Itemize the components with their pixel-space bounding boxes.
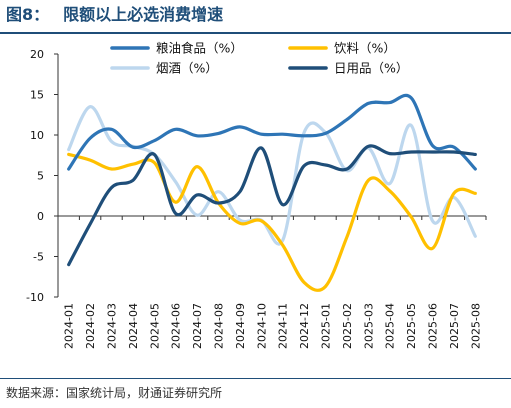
legend: 粮油食品（%） 饮料（%） 烟酒（%） 日用品（%） <box>110 41 408 76</box>
figure-title-text: 限额以上必选消费增速 <box>63 5 224 24</box>
title-rule <box>0 32 511 34</box>
x-tick-label: 2024-12 <box>298 303 311 349</box>
x-tick-label: 2024-10 <box>255 303 268 349</box>
x-tick-label: 2025-07 <box>448 303 461 349</box>
series-line-beverage <box>67 152 477 292</box>
legend-item-beverage: 饮料（%） <box>288 41 396 56</box>
x-tick-label: 2024-07 <box>191 303 204 349</box>
legend-item-daily-necessities: 日用品（%） <box>288 61 408 76</box>
figure-number: 图8： <box>6 5 50 24</box>
legend-label: 粮油食品（%） <box>156 41 243 56</box>
chart-container: -10 -5 0 5 10 15 20 2024-01 2024-02 2024-03 2024-0… <box>0 34 511 374</box>
source-note: 数据来源：国家统计局，财通证券研究所 <box>6 386 223 400</box>
x-tick-label: 2024-01 <box>63 303 76 349</box>
x-tick-label: 2025-03 <box>362 303 375 349</box>
x-tick-label: 2024-06 <box>170 303 183 349</box>
y-tick-label: 20 <box>30 48 44 61</box>
y-tick-label: -10 <box>26 291 44 304</box>
legend-item-tobacco-liquor: 烟酒（%） <box>110 61 218 76</box>
x-tick-label: 2025-04 <box>384 303 397 349</box>
x-tick-label: 2024-09 <box>234 303 247 349</box>
x-tick-label: 2024-05 <box>148 303 161 349</box>
x-tick-label: 2025-08 <box>469 303 482 349</box>
x-tick-label: 2024-04 <box>127 303 140 349</box>
legend-label: 饮料（%） <box>334 41 396 56</box>
y-tick-label: 0 <box>37 210 44 223</box>
y-tick-label: -5 <box>33 251 44 264</box>
figure-title: 图8： 限额以上必选消费增速 <box>6 2 223 28</box>
y-tick-label: 5 <box>37 170 44 183</box>
axes: -10 -5 0 5 10 15 20 2024-01 2024-02 2024-03 2024-0… <box>26 48 487 349</box>
series-line-grain-oil-food <box>67 93 477 171</box>
series-layer <box>67 93 477 292</box>
y-tick-label: 15 <box>30 89 44 102</box>
x-tick-label: 2024-02 <box>84 303 97 349</box>
y-tick-label: 10 <box>30 129 44 142</box>
x-tick-label: 2025-05 <box>405 303 418 349</box>
legend-item-grain-oil-food: 粮油食品（%） <box>110 41 243 56</box>
legend-label: 烟酒（%） <box>156 61 218 76</box>
x-tick-label: 2024-08 <box>213 303 226 349</box>
x-tick-label: 2025-06 <box>427 303 440 349</box>
x-tick-label: 2025-02 <box>341 303 354 349</box>
series-line-daily-necessities <box>67 144 477 267</box>
line-chart: -10 -5 0 5 10 15 20 2024-01 2024-02 2024-03 2024-0… <box>26 41 487 349</box>
footer-rule <box>0 378 511 379</box>
x-tick-label: 2025-01 <box>320 303 333 349</box>
x-tick-label: 2024-11 <box>277 303 290 349</box>
x-tick-label: 2024-03 <box>106 303 119 349</box>
legend-label: 日用品（%） <box>334 61 408 76</box>
